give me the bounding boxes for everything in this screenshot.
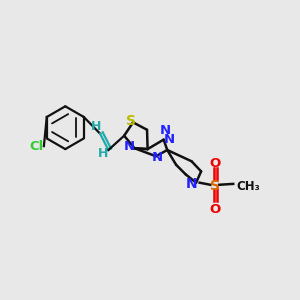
Text: O: O xyxy=(209,157,220,170)
Text: S: S xyxy=(126,114,136,128)
Text: H: H xyxy=(98,147,109,160)
Text: N: N xyxy=(160,124,171,137)
Text: N: N xyxy=(186,177,197,191)
Text: O: O xyxy=(209,203,220,216)
Text: N: N xyxy=(164,133,175,146)
Text: N: N xyxy=(152,151,163,164)
Text: CH₃: CH₃ xyxy=(236,180,260,193)
Text: N: N xyxy=(124,140,135,153)
Text: H: H xyxy=(91,120,101,133)
Text: Cl: Cl xyxy=(29,140,44,153)
Text: S: S xyxy=(210,179,220,193)
